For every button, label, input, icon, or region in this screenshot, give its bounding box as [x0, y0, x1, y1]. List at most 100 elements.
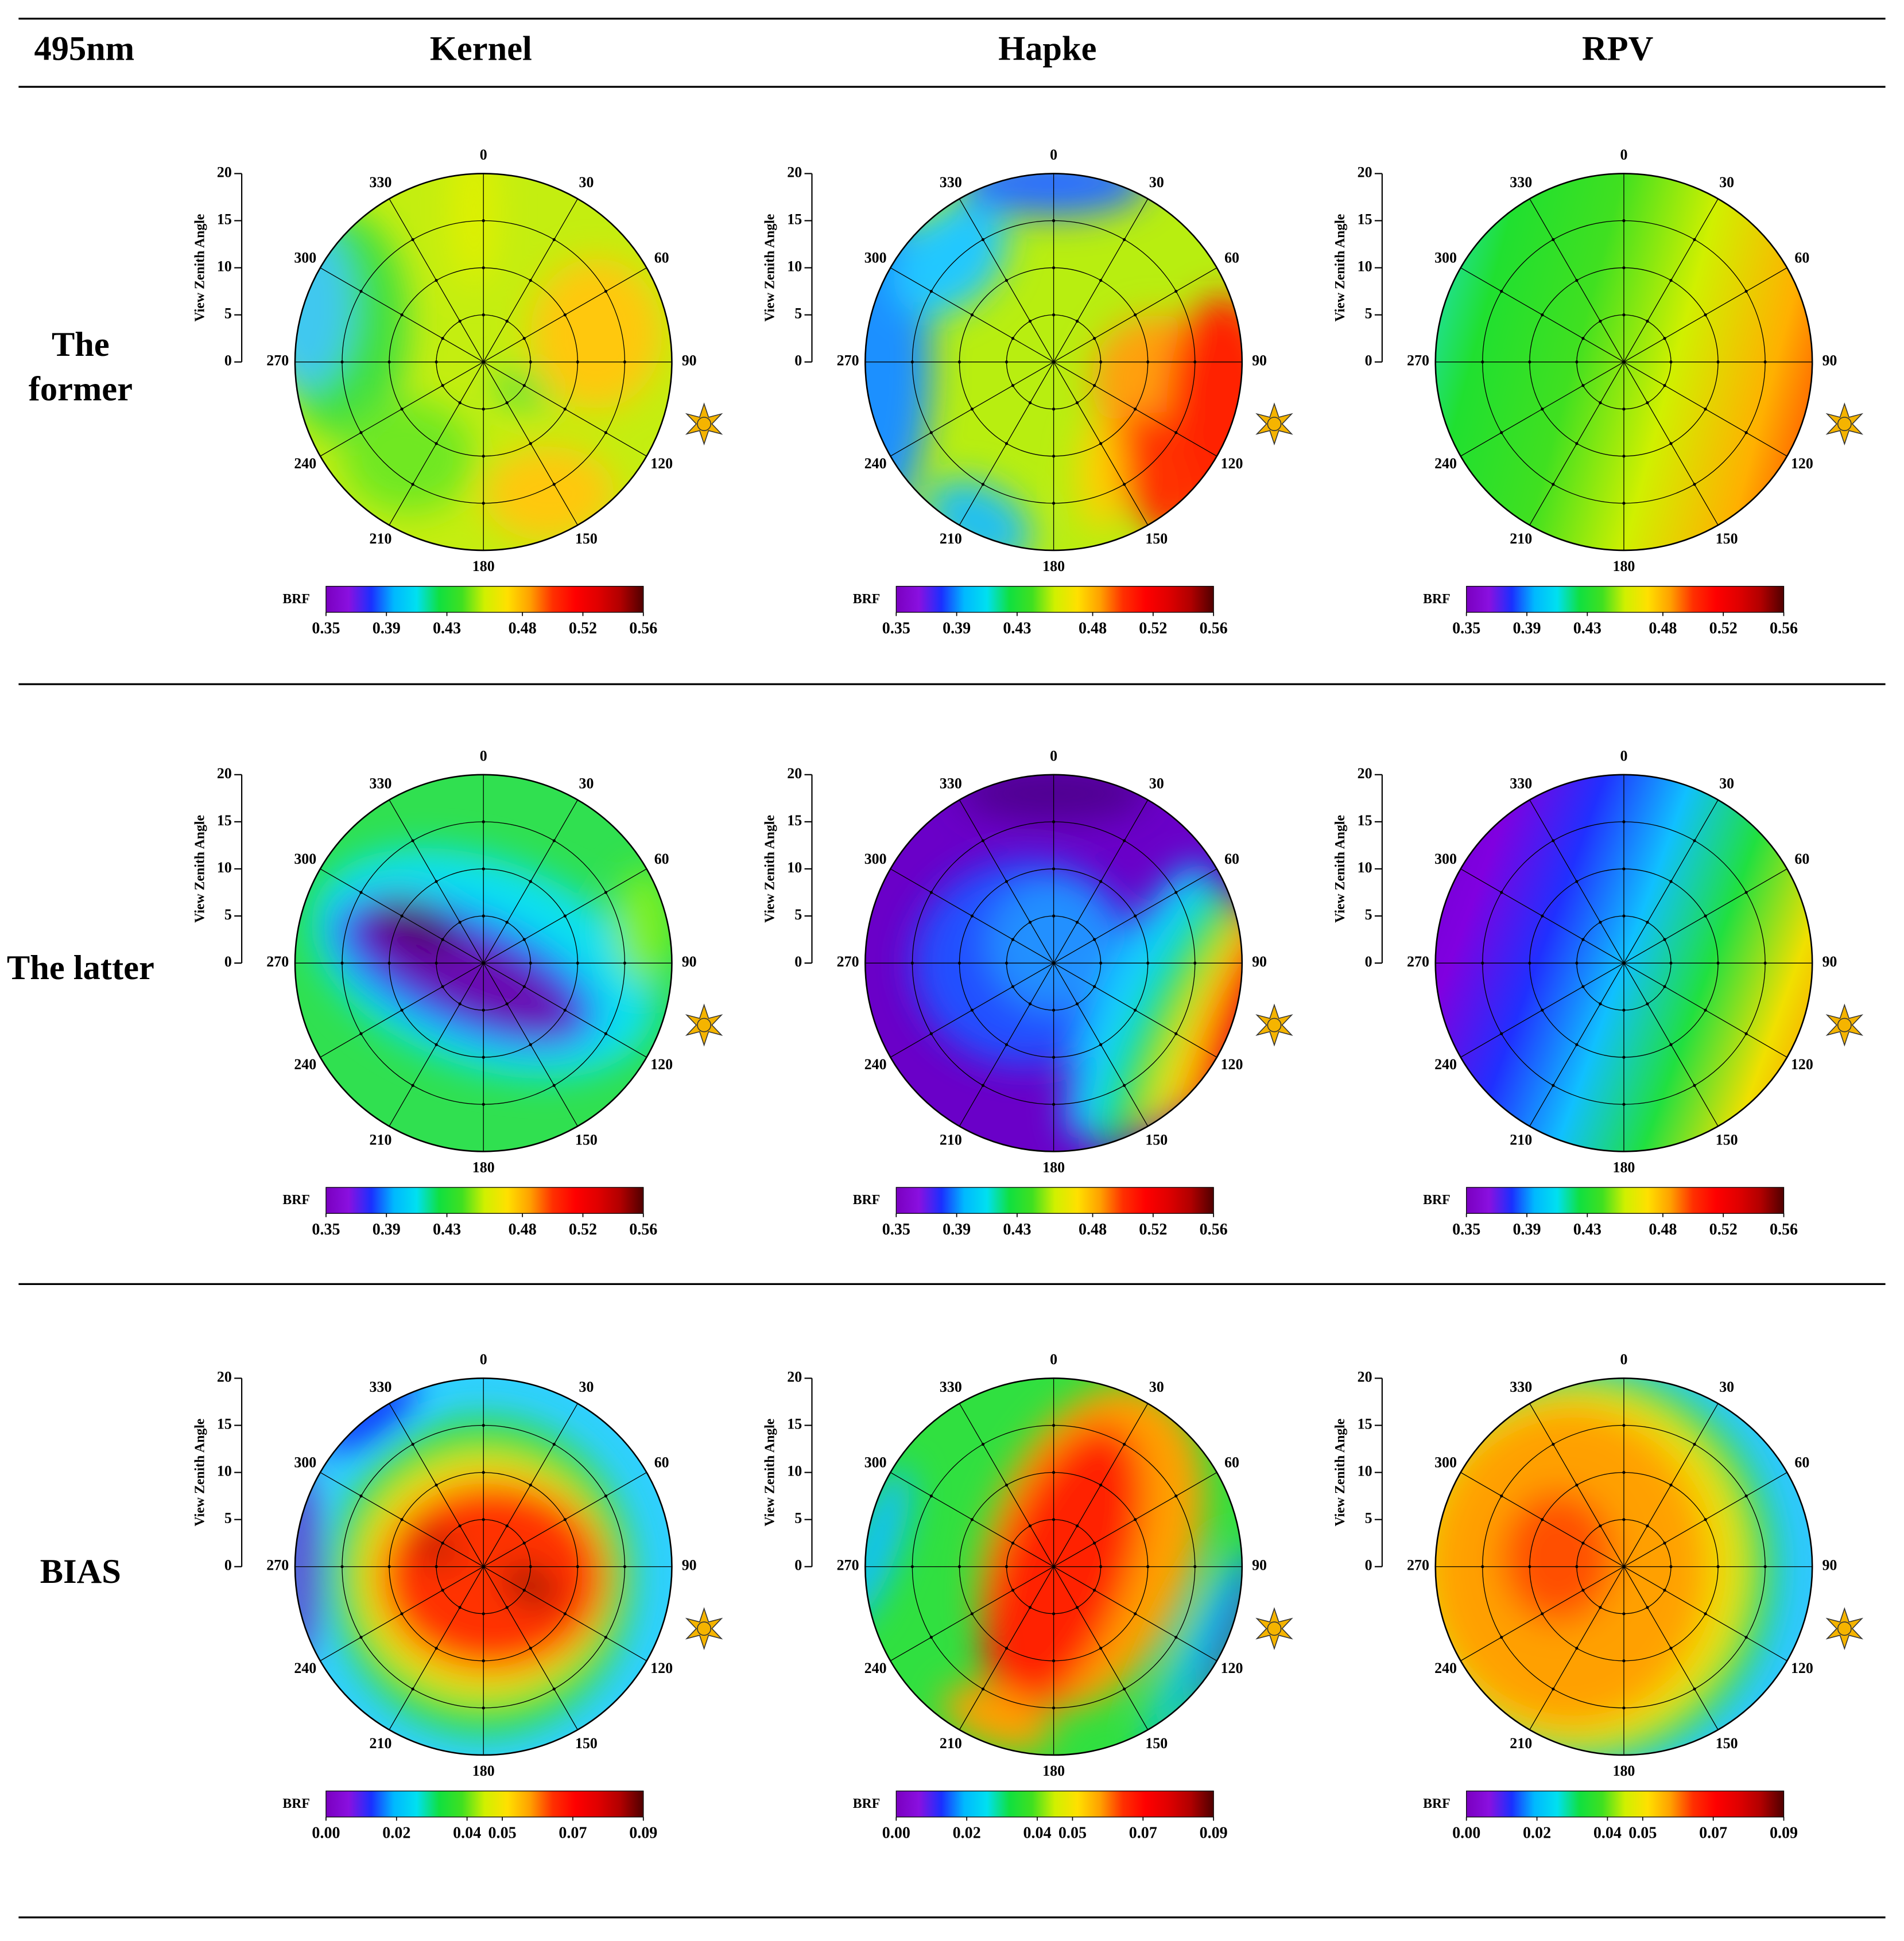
colorbar-tick-label: 0.35 — [1452, 620, 1480, 638]
angle-label: 90 — [682, 352, 697, 369]
grid-dot — [441, 1589, 444, 1592]
grid-dot — [563, 313, 567, 317]
angle-label: 240 — [1434, 1660, 1457, 1676]
grid-dot — [1052, 914, 1056, 918]
grid-dot — [1575, 1483, 1579, 1487]
field-blob — [1501, 1491, 1615, 1624]
polar-plot: 0 30 60 90 120 150 180 210 240 270 300 330 0 5 10 15 20 V… — [763, 1351, 1293, 1842]
angle-label: 240 — [294, 1660, 316, 1676]
colorbar-tick-label: 0.56 — [1770, 1221, 1798, 1239]
grid-dot — [1052, 219, 1056, 223]
grid-dot — [1622, 820, 1626, 824]
grid-dot — [563, 1518, 567, 1521]
grid-dot — [1669, 1565, 1673, 1569]
grid-dot — [1663, 337, 1666, 340]
grid-dot — [458, 1606, 462, 1609]
colorbar-tick-label: 0.02 — [382, 1824, 410, 1842]
grid-dot — [1005, 360, 1009, 364]
colorbar-tick-label: 0.35 — [1452, 1221, 1480, 1239]
field-blob — [1066, 863, 1211, 1139]
colorbar-tick-label: 0.48 — [1079, 1221, 1107, 1239]
grid-dot — [1005, 880, 1009, 883]
grid-dot — [1500, 891, 1503, 894]
angle-label: 270 — [266, 352, 289, 369]
angle-label: 210 — [1510, 1735, 1532, 1752]
angle-label: 120 — [650, 1660, 673, 1676]
grid-dot — [1575, 442, 1579, 445]
grid-dot — [1500, 1032, 1503, 1035]
angle-label: 0 — [1620, 1351, 1627, 1368]
radial-tick-label: 5 — [1365, 1510, 1372, 1527]
grid-dot — [1052, 867, 1056, 871]
grid-dot — [522, 337, 526, 340]
colorbar-tick-label: 0.56 — [1200, 1221, 1228, 1239]
angle-label: 300 — [864, 249, 887, 266]
angle-label: 240 — [1434, 455, 1457, 472]
field-blob — [483, 447, 615, 541]
grid-dot — [400, 914, 404, 918]
grid-dot — [482, 1518, 485, 1521]
colorbar-tick-label: 0.43 — [1003, 1221, 1031, 1239]
grid-dot — [970, 313, 974, 317]
grid-dot — [482, 1423, 485, 1427]
grid-dot — [482, 1659, 485, 1663]
colorbar-tick-label: 0.52 — [1709, 620, 1738, 638]
colorbar-tick-label: 0.43 — [1573, 620, 1601, 638]
grid-dot — [1093, 1589, 1096, 1592]
grid-dot — [387, 360, 391, 364]
radial-axis-label: View Zenith Angle — [192, 1419, 207, 1527]
angle-label: 300 — [864, 851, 887, 867]
grid-dot — [1099, 1565, 1103, 1569]
grid-dot — [1669, 1043, 1673, 1046]
field-blob — [530, 258, 663, 409]
angle-label: 0 — [480, 748, 487, 764]
colorbar-tick-label: 0.43 — [1573, 1221, 1601, 1239]
grid-dot — [529, 442, 532, 445]
colorbar-tick-label: 0.52 — [569, 1221, 597, 1239]
grid-dot — [522, 938, 526, 941]
grid-dot — [411, 483, 414, 486]
grid-dot — [1052, 1103, 1056, 1106]
grid-dot — [1028, 1524, 1032, 1528]
angle-label: 240 — [1434, 1056, 1457, 1073]
grid-dot — [1663, 985, 1666, 988]
colorbar-tick-label: 0.56 — [629, 1221, 657, 1239]
row-label-box: The latter — [7, 949, 154, 988]
angle-label: 120 — [650, 1056, 673, 1073]
grid-dot — [1622, 1518, 1626, 1521]
grid-dot — [1174, 431, 1178, 434]
grid-dot — [1716, 961, 1720, 965]
grid-dot — [1146, 961, 1150, 965]
grid-dot — [505, 320, 509, 323]
angle-label: 30 — [1719, 775, 1734, 792]
grid-dot — [970, 1612, 974, 1616]
colorbar-tick-label: 0.02 — [953, 1824, 981, 1842]
colorbar-tick-label: 0.09 — [629, 1824, 657, 1842]
grid-dot — [482, 1706, 485, 1710]
grid-dot — [458, 1002, 462, 1006]
angle-label: 90 — [1822, 953, 1837, 970]
colorbar-tick-label: 0.07 — [559, 1824, 587, 1842]
field-blob — [943, 1684, 1052, 1750]
angle-label: 150 — [1716, 1131, 1738, 1148]
angle-label: 150 — [575, 1735, 598, 1752]
grid-dot — [1123, 839, 1126, 843]
grid-dot — [1028, 1002, 1032, 1006]
colorbar-tick-label: 0.48 — [509, 1221, 537, 1239]
polar-plot: 0 30 60 90 120 150 180 210 240 270 300 330 0 5 10 15 20 V… — [1333, 146, 1863, 638]
radial-tick-label: 5 — [794, 1510, 802, 1527]
grid-dot — [1581, 1542, 1585, 1545]
angle-label: 270 — [837, 1557, 859, 1574]
grid-dot — [458, 320, 462, 323]
polar-plot: 0 30 60 90 120 150 180 210 240 270 300 330 0 5 10 15 20 V… — [1333, 748, 1863, 1239]
colorbar-tick-label: 0.04 — [1023, 1824, 1051, 1842]
grid-dot — [1528, 961, 1531, 965]
angle-label: 60 — [1224, 851, 1239, 867]
grid-dot — [1052, 313, 1056, 317]
grid-dot — [957, 1565, 961, 1569]
sun-icon — [1827, 403, 1863, 445]
angle-label: 90 — [1252, 1557, 1267, 1574]
grid-dot — [1099, 961, 1103, 965]
colorbar — [1466, 585, 1785, 613]
grid-dot — [1693, 839, 1696, 843]
